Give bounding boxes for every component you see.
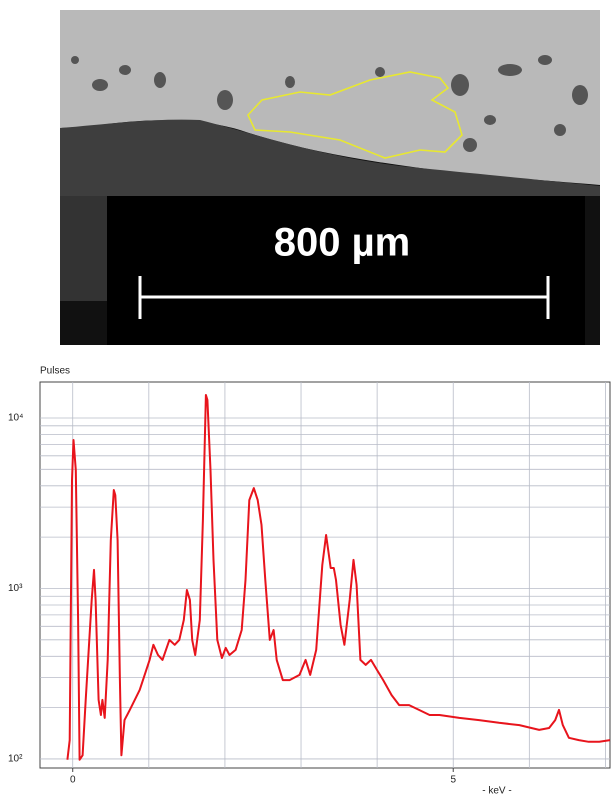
y-tick-label: 10⁴ <box>8 413 23 424</box>
plot-frame <box>39 381 611 769</box>
micrograph: 800 µm <box>60 10 600 345</box>
y-tick-label: 10³ <box>8 583 23 594</box>
x-tick-label: 5 <box>450 775 456 786</box>
x-tick-label: 0 <box>70 775 76 786</box>
selection-outline <box>247 71 463 159</box>
spectrum-line <box>66 394 611 761</box>
y-tick-label: 10² <box>8 754 23 765</box>
substrate-edge <box>60 196 107 301</box>
spectrum-chart: Pulses - keV - 10² 10³ 10⁴ 0 5 <box>8 366 611 797</box>
x-axis-label: - keV - <box>482 786 511 797</box>
scale-box <box>107 196 585 345</box>
pores <box>71 55 588 152</box>
substrate <box>60 119 600 196</box>
scale-label: 800 µm <box>274 221 410 265</box>
y-axis-label: Pulses <box>40 366 70 377</box>
scale-bar <box>138 276 550 319</box>
